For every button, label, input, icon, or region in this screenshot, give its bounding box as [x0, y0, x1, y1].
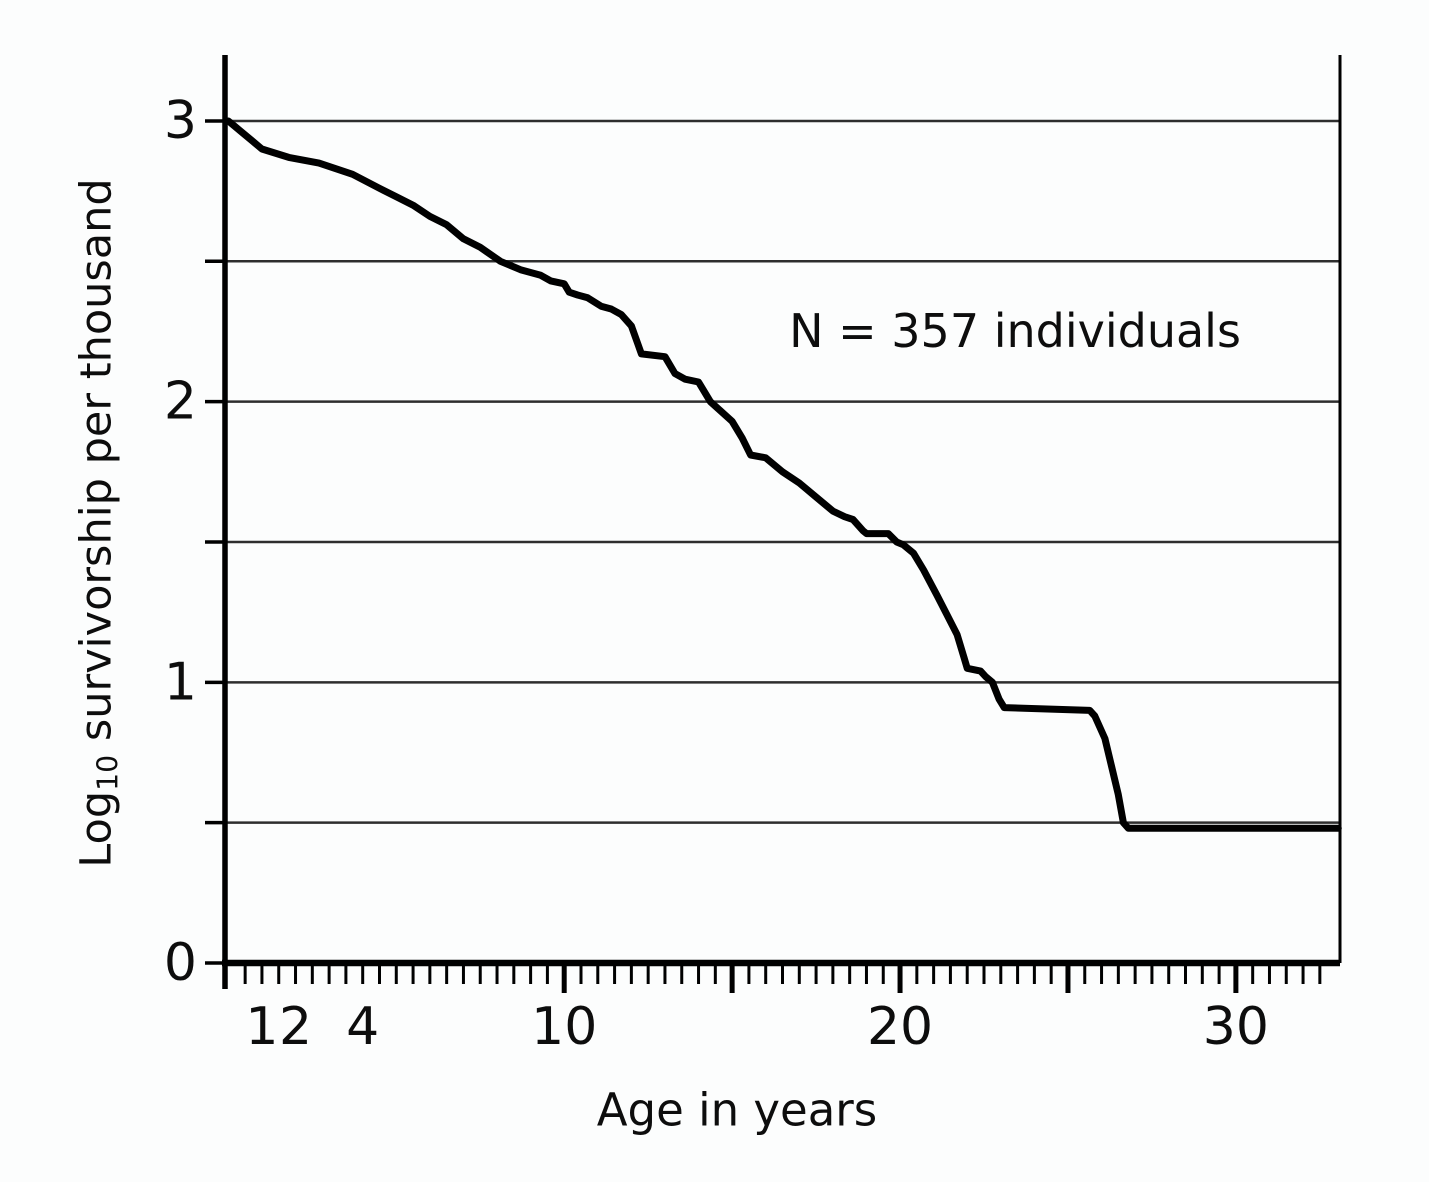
- y-axis-title-prefix: Log: [71, 790, 122, 868]
- y-axis-title-suffix: survivorship per thousand: [71, 178, 122, 755]
- y-tick-label: 2: [164, 372, 197, 432]
- x-tick-label: 20: [867, 997, 933, 1057]
- y-tick-label: 3: [164, 91, 197, 151]
- y-tick-label: 0: [164, 933, 197, 993]
- x-tick-label: 2: [279, 997, 312, 1057]
- x-axis-title: Age in years: [596, 1083, 878, 1137]
- x-tick-label: 30: [1203, 997, 1269, 1057]
- y-tick-label: 1: [164, 652, 197, 712]
- x-tick-label: 10: [531, 997, 597, 1057]
- sample-size-annotation: N = 357 individuals: [789, 304, 1241, 358]
- y-axis-title-subscript: 10: [91, 754, 125, 791]
- x-tick-label: 4: [346, 997, 379, 1057]
- y-axis-title: Log10 survivorship per thousand: [71, 178, 124, 867]
- x-tick-label: 1: [245, 997, 278, 1057]
- survivorship-curve: [224, 117, 1342, 832]
